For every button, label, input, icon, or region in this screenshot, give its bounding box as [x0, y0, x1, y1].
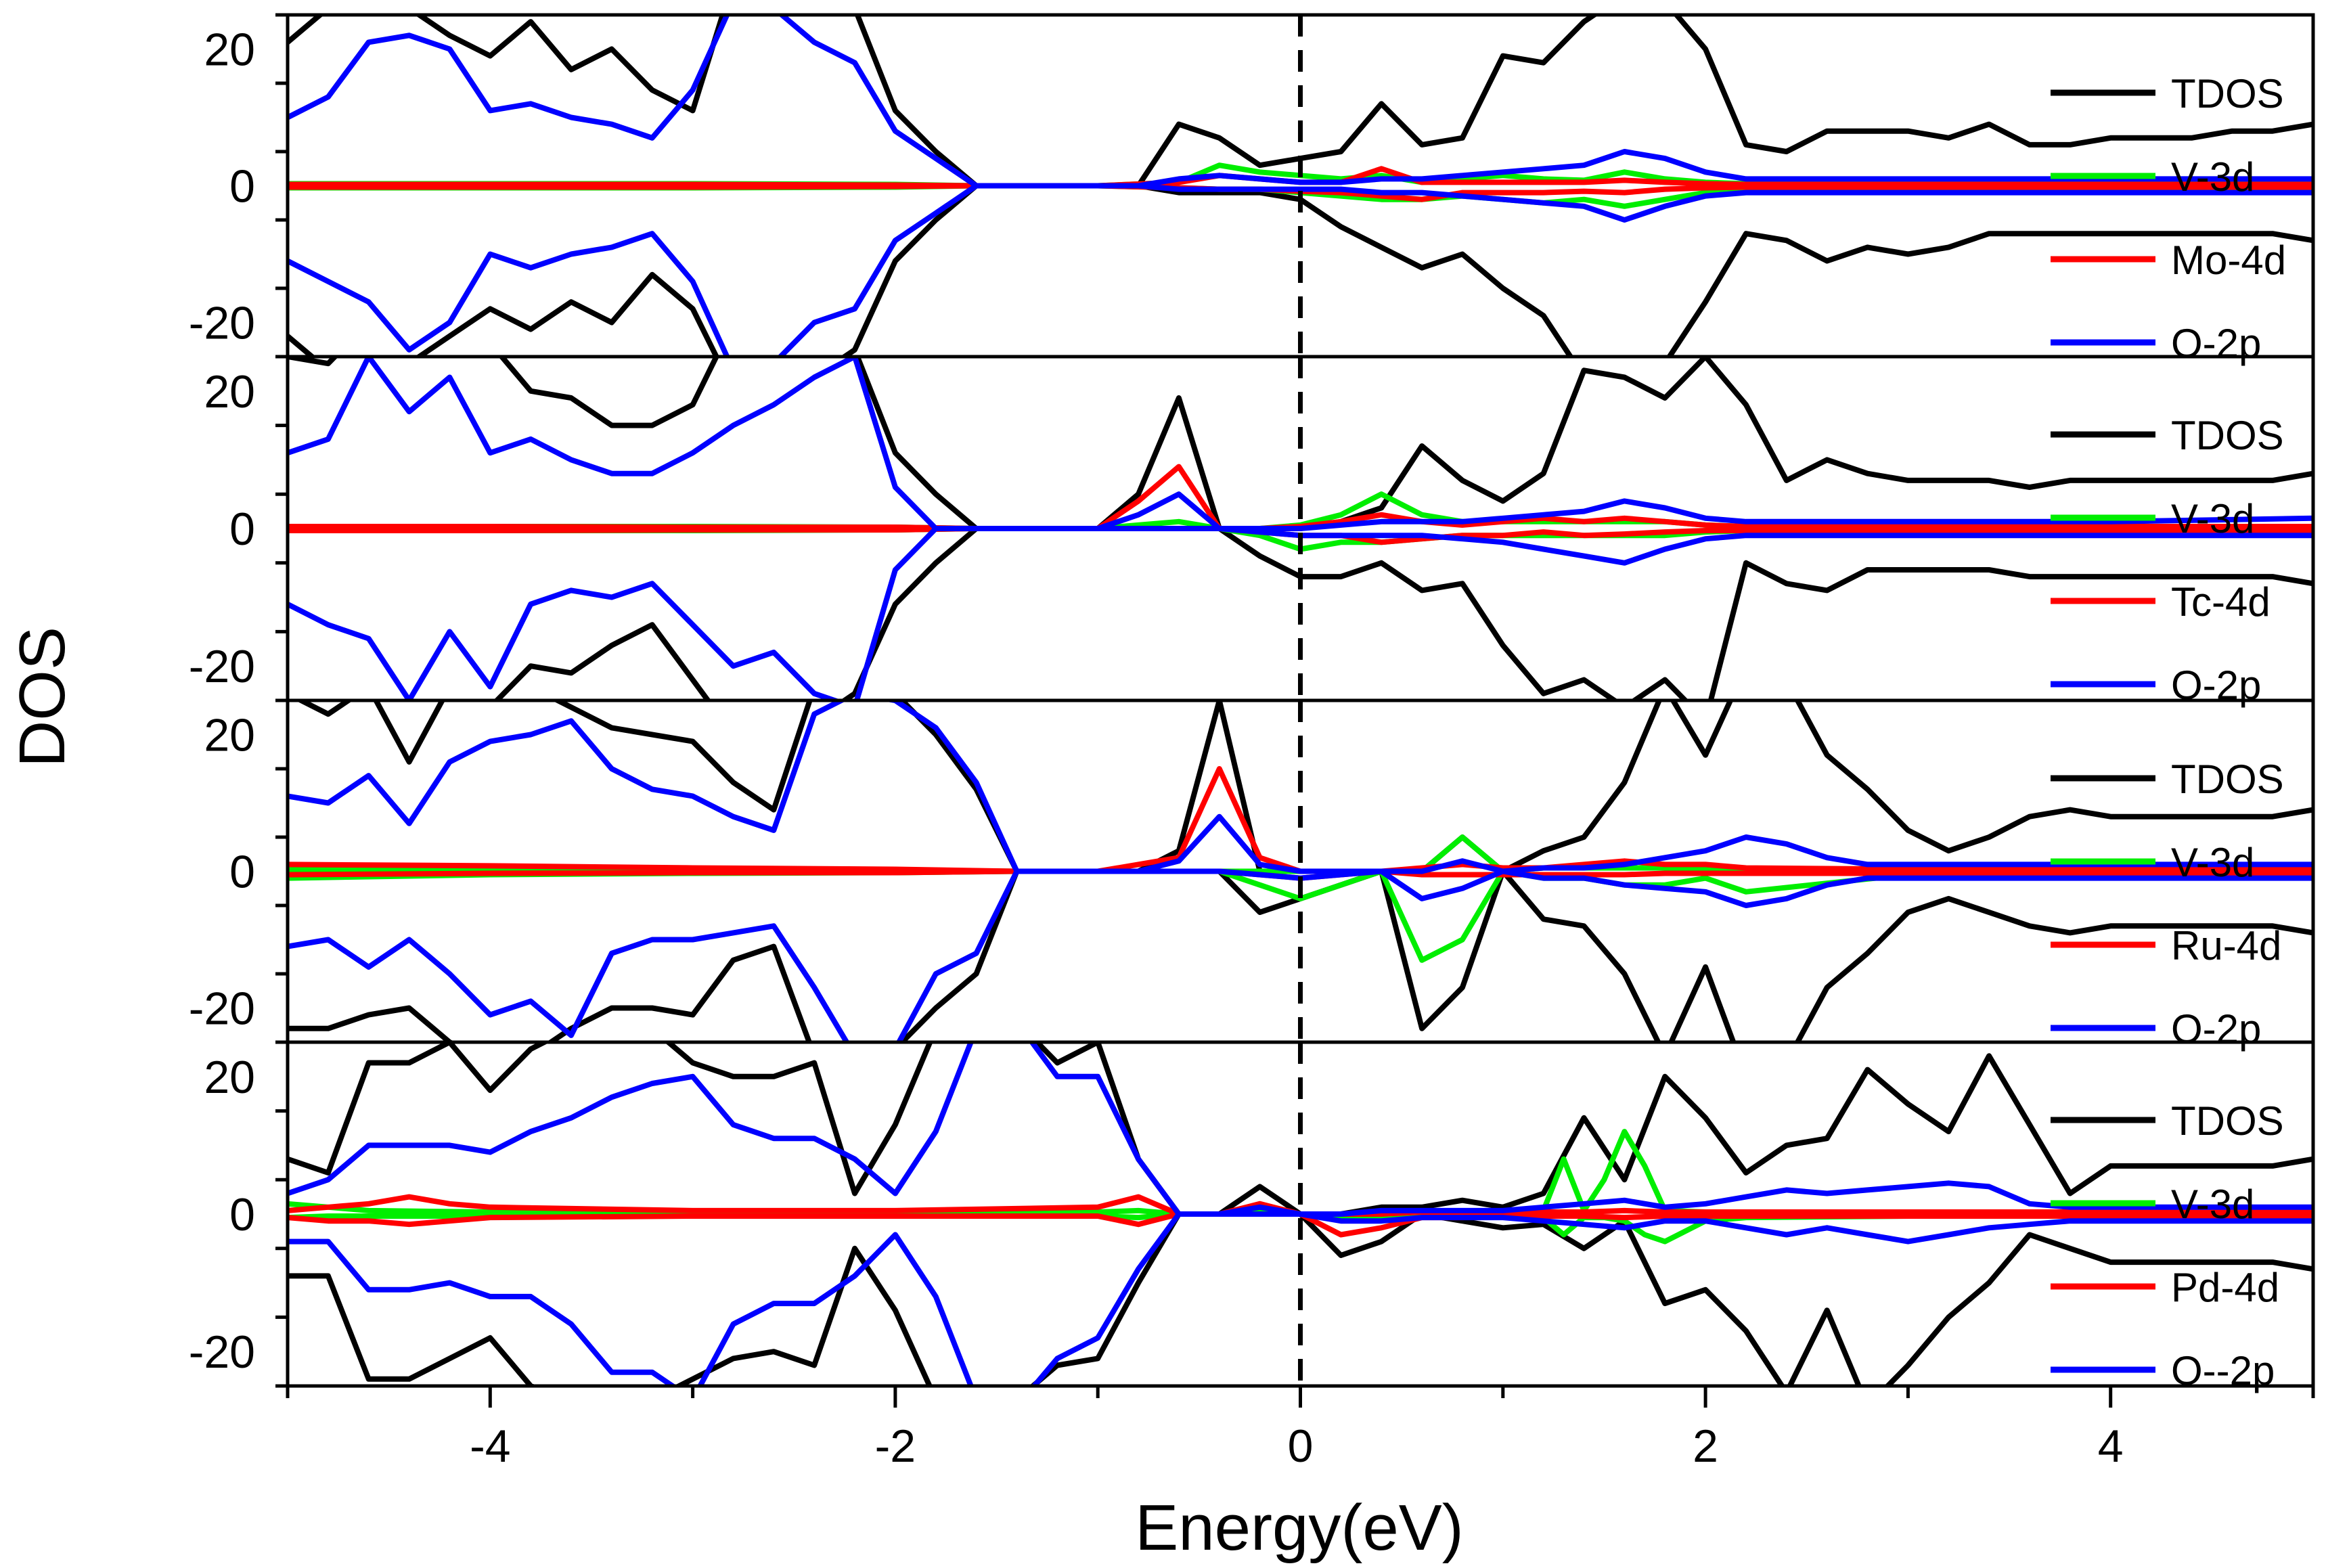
y-tick-label: -20 [189, 983, 255, 1035]
x-tick-label: -2 [875, 1420, 916, 1472]
x-tick-label: 0 [1288, 1420, 1314, 1472]
y-tick-label: -20 [189, 1326, 255, 1378]
plot-area [288, 15, 2313, 357]
panels: -20 0 20 TDOS V-3d Mo-4d O-2p -20 0 20 TDOS V-3d Tc-… [189, 13, 2315, 1393]
x-tick-label: 4 [2098, 1420, 2124, 1472]
x-tick-label: -4 [470, 1420, 510, 1472]
series-o-2p-down [288, 868, 2313, 1042]
legend-label: Tc-4d [2171, 579, 2271, 625]
y-tick-label: 20 [204, 24, 255, 76]
plot-area [288, 700, 2313, 1042]
legend-label: V-3d [2171, 840, 2254, 885]
legend-label: O-2p [2171, 1006, 2261, 1052]
series-tdos-down [288, 1211, 2313, 1386]
series-o-2p-down [288, 526, 2313, 700]
legend-label: V-3d [2171, 154, 2254, 200]
series-tdos-up [295, 700, 2313, 874]
legend-label: TDOS [2171, 413, 2284, 458]
y-tick-label: -20 [189, 641, 255, 692]
x-axis-label: Energy(eV) [1135, 1492, 1464, 1564]
y-tick-label: 0 [229, 161, 255, 212]
legend-label: Mo-4d [2171, 238, 2286, 283]
x-tick-label: 2 [1693, 1420, 1718, 1472]
series-mo-4d-down [288, 183, 2313, 202]
legend-label: Ru-4d [2171, 923, 2281, 968]
dos-panel-3: -20 0 20 TDOS V-3d Ru-4d O-2p [189, 698, 2315, 1052]
y-tick-label: -20 [189, 298, 255, 349]
y-tick-label: 0 [229, 503, 255, 555]
series-o--2p-down [288, 1211, 2313, 1386]
legend-label: O--2p [2171, 1348, 2275, 1393]
legend-label: V-3d [2171, 1182, 2254, 1227]
y-tick-label: 0 [229, 1189, 255, 1240]
series-o-2p-down [288, 183, 2313, 357]
y-axis-label: DOS [6, 627, 79, 767]
legend: TDOS V-3d Mo-4d O-2p [2051, 71, 2286, 366]
legend-label: TDOS [2171, 71, 2284, 116]
x-axis: -4 -2 0 2 4 [286, 1386, 2315, 1472]
plot-area [288, 357, 2313, 700]
legend-label: V-3d [2171, 496, 2254, 541]
dos-panel-1: -20 0 20 TDOS V-3d Mo-4d O-2p [189, 13, 2315, 366]
y-tick-label: 0 [229, 847, 255, 898]
y-tick-label: 20 [204, 710, 255, 761]
dos-panel-4: -20 0 20 TDOS V-3d Pd-4d O--2p [189, 1040, 2315, 1393]
legend: TDOS V-3d Ru-4d O-2p [2051, 757, 2284, 1052]
legend-label: O-2p [2171, 321, 2261, 366]
y-tick-label: 20 [204, 1052, 255, 1103]
legend-label: TDOS [2171, 1098, 2284, 1144]
plot-area [288, 1042, 2313, 1386]
legend-label: TDOS [2171, 757, 2284, 802]
legend-label: Pd-4d [2171, 1265, 2279, 1310]
legend: TDOS V-3d Pd-4d O--2p [2051, 1098, 2284, 1393]
y-tick-label: 20 [204, 366, 255, 418]
